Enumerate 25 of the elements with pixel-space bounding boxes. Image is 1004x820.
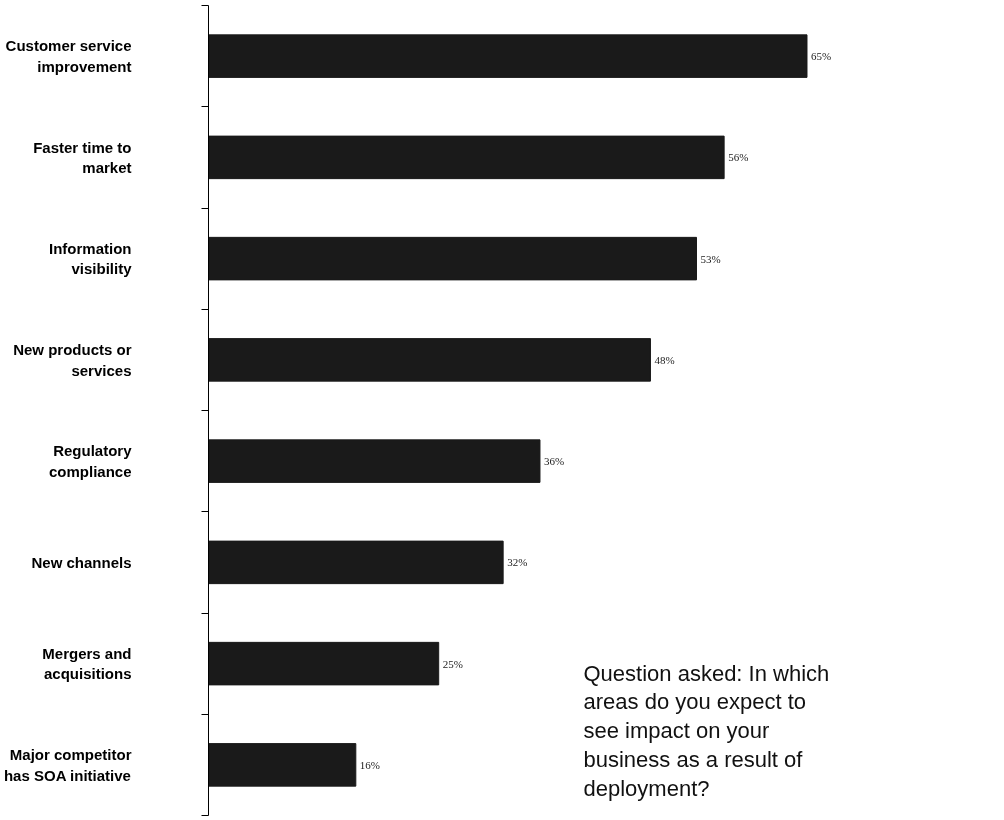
bar <box>208 338 651 382</box>
data-label: 65% <box>811 50 832 63</box>
y-tick-label: Regulatory compliance <box>48 442 133 480</box>
y-tick-label: Customer service improvement <box>5 37 132 75</box>
bar <box>208 236 697 281</box>
y-tick-label: Faster time to market <box>33 138 132 177</box>
data-label: 16% <box>359 758 380 771</box>
bar <box>208 439 541 483</box>
data-label: 36% <box>543 455 565 468</box>
y-tick-label: Information visibility <box>49 239 133 278</box>
data-label: 25% <box>442 657 463 670</box>
bar <box>208 743 357 787</box>
data-label: 48% <box>654 353 675 366</box>
bar <box>208 34 808 78</box>
data-label: 53% <box>700 252 721 265</box>
bar <box>208 641 440 686</box>
y-tick-label: New products or services <box>13 341 132 379</box>
annotation: Question asked: In which areas do you expect to see impact on your business as a result of deployment? <box>583 660 830 801</box>
bar <box>208 540 504 585</box>
y-tick-label: Major competitor has SOA initiative <box>3 746 132 784</box>
data-label: 32% <box>507 556 528 569</box>
y-tick-label: New channels <box>31 553 132 571</box>
bar <box>208 135 725 180</box>
y-tick-label: Mergers and acquisitions <box>42 644 132 683</box>
data-label: 56% <box>728 151 749 164</box>
